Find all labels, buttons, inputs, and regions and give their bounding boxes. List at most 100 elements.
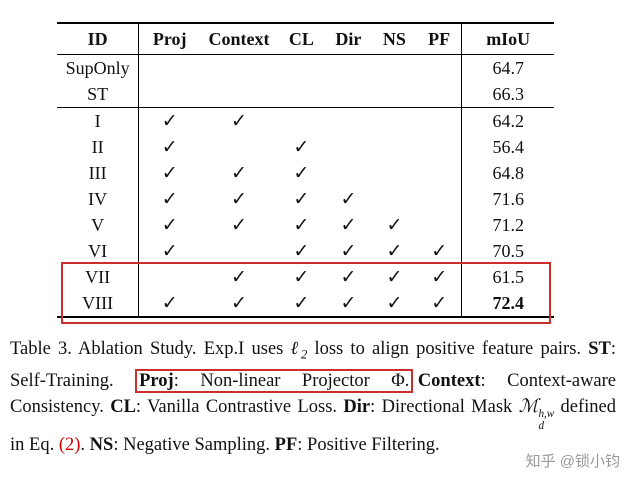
check-cell bbox=[371, 81, 417, 108]
header-row: ID Proj Context CL Dir NS PF mIoU bbox=[57, 23, 554, 55]
row-exp-iii: III ✓ ✓ ✓ 64.8 bbox=[57, 160, 554, 186]
check-cell: ✓ bbox=[231, 214, 247, 236]
mask-superscript: h,w bbox=[538, 407, 555, 420]
check-cell: ✓ bbox=[340, 266, 357, 288]
row-exp-iv: IV ✓ ✓ ✓ ✓ 71.6 bbox=[57, 186, 554, 212]
ell-symbol: ℓ bbox=[290, 339, 301, 359]
col-header-cl: CL bbox=[277, 23, 325, 55]
table-caption: Table 3. Ablation Study. Exp.I uses ℓ2 l… bbox=[10, 336, 616, 458]
eq-ref-link[interactable]: (2) bbox=[58, 435, 81, 456]
id-cell: I bbox=[57, 107, 140, 134]
check-cell: ✓ bbox=[231, 266, 247, 288]
row-exp-ii: II ✓ ✓ 56.4 bbox=[57, 134, 554, 160]
check-cell bbox=[278, 108, 325, 135]
id-cell: III bbox=[57, 160, 140, 186]
check-cell bbox=[200, 55, 278, 82]
ell-subscript: 2 bbox=[300, 346, 308, 362]
check-cell: ✓ bbox=[293, 188, 310, 210]
check-cell: ✓ bbox=[386, 292, 403, 314]
col-header-proj: Proj bbox=[138, 23, 201, 55]
check-cell: ✓ bbox=[416, 264, 463, 290]
check-cell bbox=[139, 55, 200, 82]
miou-cell: 64.8 bbox=[492, 162, 524, 183]
check-cell bbox=[372, 134, 417, 160]
miou-cell: 71.6 bbox=[492, 188, 524, 209]
id-cell: VII bbox=[57, 264, 140, 290]
miou-cell: 71.2 bbox=[492, 214, 524, 235]
check-cell: ✓ bbox=[161, 292, 178, 314]
term-dir-def: : Directional Mask bbox=[370, 396, 519, 417]
row-suponly: SupOnly 64.7 bbox=[57, 54, 554, 82]
check-cell: ✓ bbox=[340, 214, 357, 236]
id-cell: SupOnly bbox=[57, 54, 140, 81]
check-cell: ✓ bbox=[293, 240, 310, 262]
term-cl-label: CL bbox=[110, 396, 136, 417]
check-cell bbox=[372, 55, 417, 82]
check-cell: ✓ bbox=[231, 110, 247, 132]
term-proj-def: : Non-linear Projector Φ. bbox=[173, 370, 410, 391]
check-cell bbox=[200, 238, 278, 264]
term-st-def: : Self-Training. bbox=[10, 339, 616, 391]
check-cell bbox=[278, 55, 325, 82]
mask-m-symbol: ℳ bbox=[518, 396, 539, 417]
term-proj-label: Proj bbox=[139, 370, 174, 391]
check-cell: ✓ bbox=[161, 214, 178, 236]
term-st-label: ST bbox=[588, 339, 611, 359]
check-cell bbox=[416, 134, 463, 160]
check-cell: ✓ bbox=[386, 214, 403, 236]
check-cell bbox=[372, 186, 417, 212]
check-cell: ✓ bbox=[231, 162, 247, 184]
row-exp-v: V ✓ ✓ ✓ ✓ ✓ 71.2 bbox=[57, 212, 554, 238]
col-header-ns: NS bbox=[371, 23, 417, 55]
check-cell bbox=[325, 160, 372, 186]
miou-cell: 64.2 bbox=[492, 110, 524, 131]
miou-cell: 66.3 bbox=[461, 81, 554, 108]
check-cell bbox=[416, 54, 463, 81]
check-cell: ✓ bbox=[293, 292, 310, 314]
check-cell: ✓ bbox=[386, 240, 403, 262]
row-st: ST 66.3 bbox=[57, 81, 554, 108]
row-exp-viii: VIII ✓ ✓ ✓ ✓ ✓ ✓ 72.4 bbox=[57, 290, 554, 317]
miou-cell: 61.5 bbox=[492, 266, 524, 287]
term-context-label: Context bbox=[417, 370, 481, 391]
mask-supsub: h,w d bbox=[538, 408, 554, 432]
term-pf-def: : Positive Filtering. bbox=[297, 435, 440, 456]
id-cell: IV bbox=[57, 186, 140, 212]
proj-highlight-box: Proj: Non-linear Projector Φ. bbox=[135, 368, 414, 393]
check-cell bbox=[416, 160, 463, 186]
check-cell: ✓ bbox=[231, 188, 247, 210]
id-cell: VIII bbox=[57, 290, 140, 317]
check-cell: ✓ bbox=[161, 188, 178, 210]
check-cell bbox=[277, 81, 325, 108]
miou-cell: 64.7 bbox=[492, 57, 524, 78]
ell2-math: ℓ2 bbox=[290, 339, 308, 362]
miou-cell: 56.4 bbox=[492, 136, 524, 157]
check-cell bbox=[138, 81, 201, 108]
term-context-def: : Context-aware Consistency. bbox=[10, 370, 617, 417]
check-cell bbox=[325, 134, 372, 160]
term-pf-label: PF bbox=[274, 435, 298, 456]
caption-segment: Table 3. Ablation Study. Exp.I uses bbox=[10, 339, 291, 359]
check-cell: ✓ bbox=[161, 240, 178, 262]
mask-subscript: d bbox=[538, 419, 544, 432]
row-exp-i: I ✓ ✓ 64.2 bbox=[57, 107, 554, 135]
id-cell: II bbox=[57, 134, 140, 160]
caption-segment: . bbox=[80, 435, 90, 456]
miou-cell: 70.5 bbox=[492, 240, 524, 261]
check-cell bbox=[325, 108, 372, 135]
col-header-dir: Dir bbox=[324, 23, 372, 55]
ablation-table: ID Proj Context CL Dir NS PF mIoU SupOnl… bbox=[57, 22, 554, 318]
check-cell bbox=[416, 107, 463, 134]
check-cell bbox=[200, 134, 278, 160]
check-cell bbox=[416, 212, 463, 238]
check-cell: ✓ bbox=[340, 240, 357, 262]
zhihu-watermark: 知乎 @锁小钧 bbox=[525, 453, 620, 470]
check-cell: ✓ bbox=[340, 188, 357, 210]
term-dir-label: Dir bbox=[343, 396, 371, 417]
check-cell: ✓ bbox=[416, 238, 463, 264]
caption-segment: defined in Eq. bbox=[10, 396, 616, 456]
check-cell: ✓ bbox=[293, 266, 310, 288]
check-cell: ✓ bbox=[161, 110, 178, 132]
check-cell: ✓ bbox=[340, 292, 357, 314]
